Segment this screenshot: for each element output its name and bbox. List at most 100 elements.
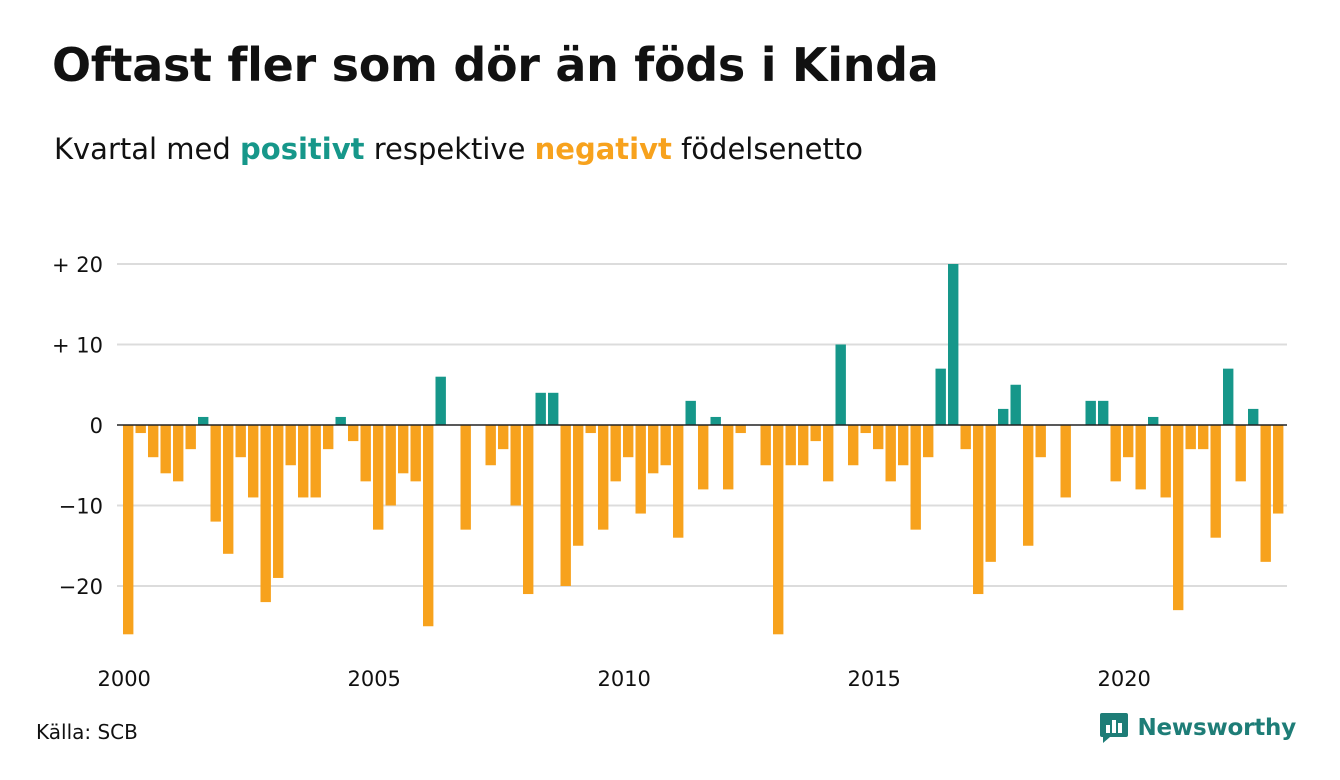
x-tick-label: 2005 — [347, 667, 400, 691]
bar — [1235, 425, 1246, 482]
y-axis-ticks: + 20 + 10 0 −10 −20 — [52, 253, 103, 599]
bar — [423, 425, 434, 627]
bar — [673, 425, 684, 538]
bar — [373, 425, 384, 530]
bar — [523, 425, 534, 595]
bar — [435, 376, 446, 425]
bar — [773, 425, 784, 635]
gridlines — [117, 263, 1287, 587]
subtitle-middle: respektive — [373, 132, 526, 166]
bar — [135, 425, 146, 434]
bar — [1185, 425, 1196, 450]
bar — [960, 425, 971, 450]
bar — [798, 425, 809, 466]
x-tick-label: 2015 — [847, 667, 900, 691]
bar — [1023, 425, 1034, 546]
bar — [860, 425, 871, 434]
source-note: Källa: SCB — [36, 720, 138, 744]
y-tick-label: −10 — [59, 495, 103, 519]
bar — [310, 425, 321, 498]
bar — [785, 425, 796, 466]
bar — [1035, 425, 1046, 458]
bar — [123, 425, 134, 635]
y-tick-label: −20 — [59, 575, 103, 599]
bar — [898, 425, 909, 466]
bar — [1260, 425, 1271, 562]
bar — [210, 425, 221, 522]
bar — [610, 425, 621, 482]
bars — [123, 264, 1284, 635]
bar — [1135, 425, 1146, 490]
brand-logo: Newsworthy — [1099, 712, 1296, 744]
x-tick-label: 2020 — [1097, 667, 1150, 691]
bar — [410, 425, 421, 482]
bar — [735, 425, 746, 434]
bar — [1198, 425, 1209, 450]
bar — [660, 425, 671, 466]
bar — [548, 392, 559, 425]
bar — [235, 425, 246, 458]
bar — [935, 368, 946, 425]
bar — [685, 400, 696, 425]
bar — [510, 425, 521, 506]
bar — [173, 425, 184, 482]
bar — [160, 425, 171, 474]
bar — [698, 425, 709, 490]
bar — [1273, 425, 1284, 514]
bar — [948, 264, 959, 425]
bar — [1060, 425, 1071, 498]
bar — [535, 392, 546, 425]
bar — [1123, 425, 1134, 458]
bar — [885, 425, 896, 482]
bar — [1148, 416, 1159, 425]
subtitle-negative-word: negativt — [534, 132, 672, 166]
bar — [148, 425, 159, 458]
subtitle-suffix: födelsenetto — [681, 132, 863, 166]
bar — [985, 425, 996, 562]
x-tick-label: 2010 — [597, 667, 650, 691]
bar — [1173, 425, 1184, 611]
brand-name: Newsworthy — [1137, 715, 1296, 741]
bar — [823, 425, 834, 482]
bar — [973, 425, 984, 595]
subtitle-positive-word: positivt — [240, 132, 365, 166]
bar — [260, 425, 271, 603]
bar — [348, 425, 359, 442]
bar — [923, 425, 934, 458]
bar — [998, 408, 1009, 425]
x-axis-ticks: 2000 2005 2010 2015 2020 — [97, 667, 1150, 691]
bar — [1160, 425, 1171, 498]
bar — [398, 425, 409, 474]
bar — [248, 425, 259, 498]
bar — [273, 425, 284, 578]
bar — [485, 425, 496, 466]
bar — [1210, 425, 1221, 538]
bar — [598, 425, 609, 530]
bar — [285, 425, 296, 466]
bar — [1085, 400, 1096, 425]
bar — [835, 344, 846, 425]
bar — [198, 416, 209, 425]
bar — [560, 425, 571, 586]
chart-subtitle: Kvartal med positivt respektive negativt… — [54, 132, 863, 166]
bar — [1110, 425, 1121, 482]
bar — [335, 416, 346, 425]
bar — [1098, 400, 1109, 425]
bar — [723, 425, 734, 490]
bar — [298, 425, 309, 498]
bar — [710, 416, 721, 425]
y-tick-label: + 20 — [52, 253, 103, 277]
bar — [910, 425, 921, 530]
y-tick-label: + 10 — [52, 334, 103, 358]
bar — [810, 425, 821, 442]
bar — [185, 425, 196, 450]
bar — [385, 425, 396, 506]
x-tick-label: 2000 — [97, 667, 150, 691]
bar — [460, 425, 471, 530]
bar — [573, 425, 584, 546]
bar-chart: + 20 + 10 0 −10 −20 2000 2005 2010 2015 2020 — [52, 253, 1287, 691]
bar — [323, 425, 334, 450]
bar — [223, 425, 234, 554]
bar — [635, 425, 646, 514]
bar — [848, 425, 859, 466]
